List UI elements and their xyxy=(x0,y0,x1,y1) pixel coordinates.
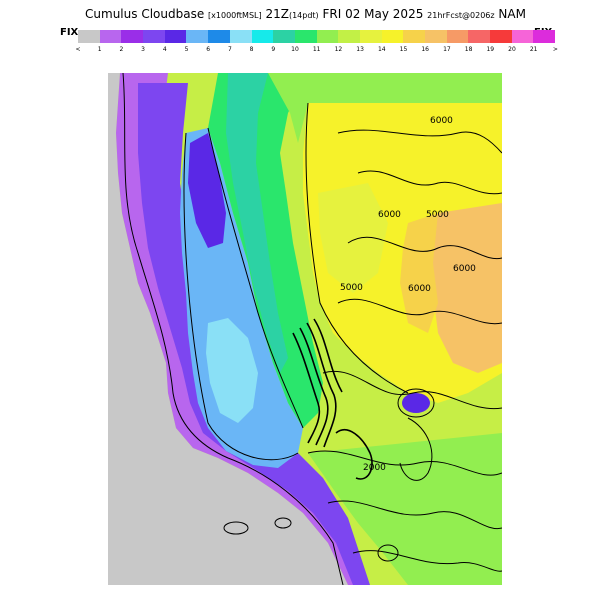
color-scale-tick: 13 xyxy=(356,46,364,53)
title-date: FRI 02 May 2025 xyxy=(322,7,424,21)
title-valid: 21Z xyxy=(265,7,289,21)
contour-label: 5000 xyxy=(426,210,449,220)
color-swatch xyxy=(338,30,360,43)
contour-line xyxy=(347,236,502,260)
contour-line xyxy=(322,370,502,410)
northern-interior-green xyxy=(268,73,502,143)
color-swatch xyxy=(403,30,425,43)
title-forecast: 21hrFcst@0206z xyxy=(427,11,495,20)
color-swatch xyxy=(294,30,317,43)
color-scale-tick: 20 xyxy=(508,46,516,53)
contour-label: 6000 xyxy=(378,210,401,220)
color-scale-tick: 19 xyxy=(486,46,495,53)
color-scale-tick: 7 xyxy=(227,46,232,53)
color-scale-tick: 21 xyxy=(529,46,538,53)
contour-line xyxy=(337,129,502,154)
sacramento-valley-purple xyxy=(188,133,226,248)
contour-line xyxy=(397,388,435,418)
color-swatch xyxy=(511,30,534,43)
contour-line xyxy=(122,73,344,585)
southern-green xyxy=(308,433,502,585)
color-scale-tick: 14 xyxy=(377,46,386,53)
title-local: (14pdt) xyxy=(288,11,319,20)
color-scale-tick: 8 xyxy=(249,46,254,53)
color-scale-ticks: <1 2 3 4 5 6 7 8 9 10 11 12 13 14 15 16 17 18 19 20 21 > xyxy=(70,46,557,56)
contour-line xyxy=(306,322,337,448)
color-swatch xyxy=(468,30,491,43)
contour-line xyxy=(292,332,321,444)
contour-line xyxy=(327,500,502,530)
color-scale-tick: 15 xyxy=(399,46,408,53)
contour-label: 6000 xyxy=(453,264,476,274)
contour-line xyxy=(335,429,373,480)
color-swatch xyxy=(359,30,382,43)
color-scale-tick: 18 xyxy=(464,46,473,53)
color-scale-tick: 2 xyxy=(119,46,124,53)
contour-line xyxy=(377,544,399,562)
foothills-teal xyxy=(226,73,288,373)
color-swatch xyxy=(121,30,144,43)
contour-label: 6000 xyxy=(408,284,431,294)
color-scale-tick: 12 xyxy=(334,46,343,53)
contour-line xyxy=(399,417,433,481)
color-scale-tick: 17 xyxy=(443,46,451,53)
color-scale-tick: 3 xyxy=(141,46,146,53)
title-units: [x1000ftMSL] xyxy=(208,11,262,20)
central-valley-light xyxy=(206,318,258,423)
color-scale xyxy=(78,30,556,43)
color-scale-tick: 10 xyxy=(291,46,299,53)
color-swatch xyxy=(78,30,100,43)
contour-line xyxy=(183,132,299,461)
contour-line xyxy=(352,550,502,572)
contour-line xyxy=(207,127,304,429)
color-scale-tick: 9 xyxy=(271,46,276,53)
color-swatch xyxy=(186,30,209,43)
color-swatch xyxy=(208,30,230,43)
color-swatch xyxy=(425,30,447,43)
color-scale-tick: 5 xyxy=(184,46,189,53)
contour-label: 6000 xyxy=(430,116,453,126)
contour-label: 5000 xyxy=(340,283,363,293)
color-swatch xyxy=(316,30,339,43)
color-scale-tick: < xyxy=(75,46,81,53)
title-model: NAM xyxy=(498,7,526,21)
contour-line xyxy=(274,517,292,529)
contour-label: 2000 xyxy=(363,463,386,473)
contour-line xyxy=(337,298,502,325)
color-scale-tick: 11 xyxy=(312,46,321,53)
fix-left-label: FIX xyxy=(60,27,79,38)
map-panel: 6000 6000 5000 6000 5000 6000 2000 xyxy=(108,73,502,585)
contour-line xyxy=(223,521,249,535)
color-scale-tick: > xyxy=(552,46,558,53)
contour-line xyxy=(299,327,329,446)
contour-line xyxy=(307,450,502,476)
sierra-lake xyxy=(402,393,430,413)
contour-lines xyxy=(122,73,502,585)
color-swatch xyxy=(490,30,512,43)
color-swatch xyxy=(99,30,122,43)
contour-line xyxy=(357,170,502,195)
color-swatch xyxy=(273,30,295,43)
color-swatch xyxy=(446,30,469,43)
nevada-darkorange xyxy=(400,213,438,333)
coastal-band-violet xyxy=(138,83,370,585)
color-swatch xyxy=(229,30,252,43)
color-swatch xyxy=(164,30,187,43)
title-product: Cumulus Cloudbase xyxy=(85,7,205,21)
chart-title: Cumulus Cloudbase [x1000ftMSL] 21Z(14pdt… xyxy=(0,7,611,21)
color-swatch xyxy=(533,30,556,43)
contour-label-group: 6000 6000 5000 6000 5000 6000 2000 xyxy=(340,116,476,473)
color-scale-tick: 1 xyxy=(97,46,102,53)
cloudbase-map: 6000 6000 5000 6000 5000 6000 2000 xyxy=(108,73,502,585)
color-scale-tick: 6 xyxy=(206,46,211,53)
contour-line xyxy=(305,102,409,394)
color-swatch xyxy=(381,30,404,43)
great-basin-lightyellow xyxy=(318,183,388,293)
color-scale-tick: 4 xyxy=(162,46,167,53)
color-swatch xyxy=(251,30,274,43)
sierra-dense-contours xyxy=(292,318,373,480)
color-scale-tick: 16 xyxy=(421,46,430,53)
contour-line xyxy=(313,318,343,393)
color-swatch xyxy=(143,30,165,43)
